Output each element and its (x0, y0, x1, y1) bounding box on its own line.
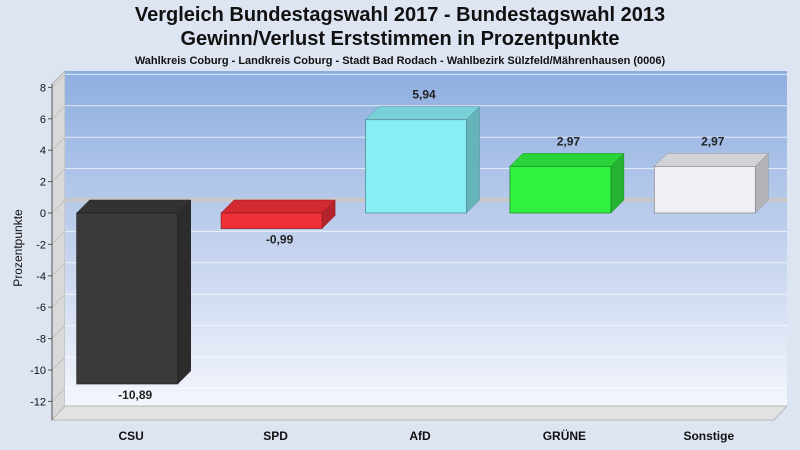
y-tick-label: -10 (30, 365, 46, 377)
gridline-side (51, 325, 66, 339)
bar-side (466, 106, 480, 214)
y-tick-label: 6 (40, 114, 46, 126)
x-tick-label: GRÜNE (543, 428, 586, 443)
y-tick-label: 8 (40, 82, 46, 94)
plot-floor (50, 405, 789, 421)
y-tick-label: -6 (36, 302, 46, 314)
gridline-side (51, 231, 66, 245)
gridline-side (51, 199, 66, 214)
bars (76, 106, 769, 385)
bar-front (220, 212, 323, 229)
bar-top (509, 153, 625, 167)
gridline-side (51, 136, 66, 151)
y-tick-label: 2 (40, 177, 46, 189)
value-label: -10,89 (118, 388, 152, 402)
y-tick-label: -4 (36, 271, 46, 283)
x-tick-label: AfD (409, 429, 431, 443)
gridline-side (51, 356, 66, 371)
bar-csu (76, 199, 192, 385)
y-tick-label: -8 (36, 334, 46, 346)
gridline-side (51, 388, 66, 402)
chart-title-line-2: Gewinn/Verlust Erststimmen in Prozentpun… (180, 28, 620, 50)
bar-front (76, 212, 179, 385)
bar-side (177, 199, 191, 385)
bar-top (76, 199, 192, 214)
value-label: 2,97 (701, 134, 725, 148)
bar-front (365, 119, 467, 214)
value-label: 2,97 (557, 134, 581, 148)
gridline-side (51, 262, 66, 277)
bar-top (220, 199, 336, 214)
y-tick-label: 0 (40, 208, 46, 220)
bar-top (364, 106, 481, 120)
bar-front (653, 166, 756, 214)
y-tick-label: 4 (40, 145, 46, 157)
x-tick-label: CSU (119, 429, 144, 443)
bar-grüne (509, 152, 625, 214)
y-axis-label: Prozentpunkte (11, 209, 25, 287)
value-label: 5,94 (412, 88, 436, 102)
bar-spd (220, 199, 336, 230)
bar-top (653, 153, 769, 167)
x-tick-label: Sonstige (683, 429, 734, 443)
gridline-side (51, 74, 66, 88)
chart-subtitle: Wahlkreis Coburg - Landkreis Coburg - St… (134, 55, 666, 67)
bar-sonstige (653, 152, 769, 214)
bar-labels: -10,89 CSU -0,99 SPD 5,94 AfD 2,97 GRÜNE 2,97 Son… (118, 88, 734, 443)
gridline-side (51, 168, 66, 182)
gridline-side (51, 293, 66, 308)
chart-title: Vergleich Bundestagswahl 2017 - Bundesta… (134, 4, 666, 26)
x-tick-label: SPD (263, 429, 288, 443)
y-axis: 8 6 4 2 0 -2 -4 -6 -8 -10 -12 (30, 82, 53, 420)
y-tick-label: -12 (30, 396, 46, 408)
value-label: -0,99 (266, 233, 294, 247)
y-tick-label: -2 (36, 239, 46, 251)
bar-front (509, 166, 612, 214)
bar-afd (364, 106, 481, 214)
gridline-side (51, 105, 66, 120)
